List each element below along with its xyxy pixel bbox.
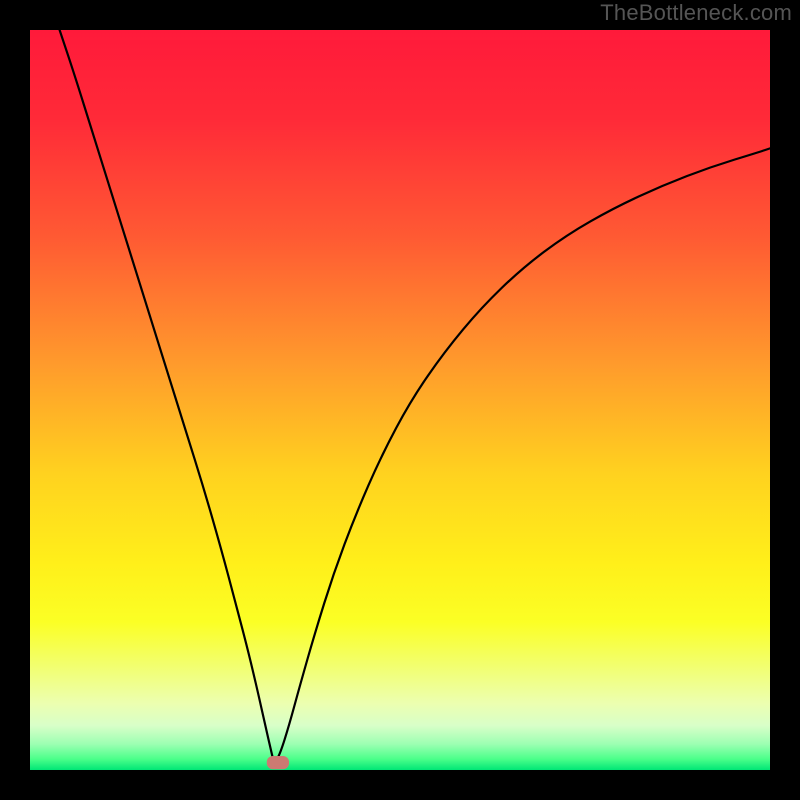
bottleneck-chart bbox=[30, 30, 770, 770]
minimum-marker bbox=[267, 756, 289, 769]
watermark-text: TheBottleneck.com bbox=[600, 0, 792, 26]
chart-frame: TheBottleneck.com bbox=[0, 0, 800, 800]
